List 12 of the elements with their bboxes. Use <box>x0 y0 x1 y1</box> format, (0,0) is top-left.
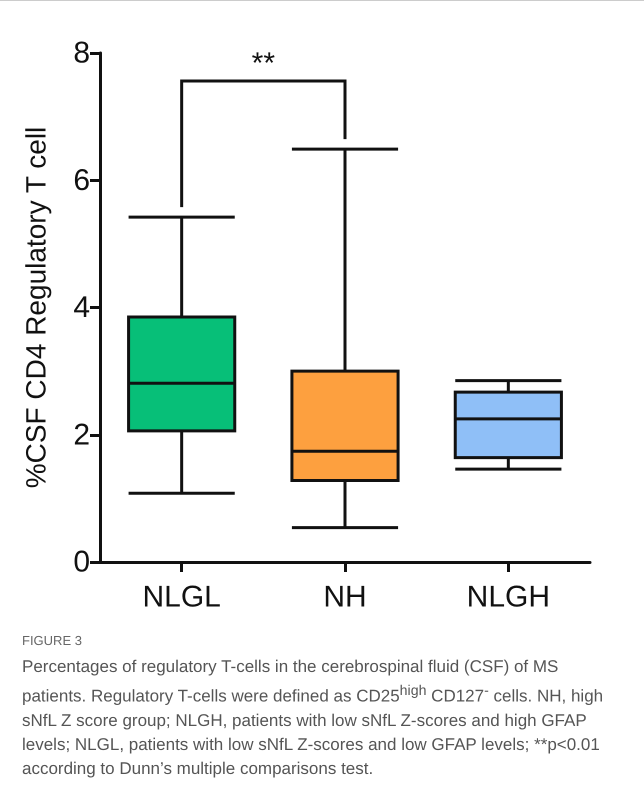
text: Percentages of regulatory T-cells in the cerebrospinal fluid (CSF) of MS patients. Regulatory T-cells were defined as CD25$^{high}$ CD127$^{-}$ cells. NH, high sNfL Z score group; NLGH, patients with low sNfL Z-scores and high GFAP levels; NLGL, patients with low sNfL Z-scores and low GFAP levels; **p<0.01 according to Dunn’s multiple comparisons test. <box>22 657 604 778</box>
x-tick-label: NH <box>323 580 367 614</box>
y-tick-label: 0 <box>73 546 90 578</box>
annotation: ** <box>252 47 276 80</box>
y-tick-label: 8 <box>73 36 90 70</box>
x-tick-label: NLGH <box>466 580 550 614</box>
y-axis-title: %CSF CD4 Regulatory T cell <box>20 126 52 488</box>
y-tick-label: 2 <box>73 418 90 452</box>
caption: FIGURE 3 <box>22 632 83 650</box>
x-tick-label: NLGL <box>142 580 221 614</box>
y-tick-label: 6 <box>73 164 90 197</box>
y-tick-label: 4 <box>73 291 90 324</box>
